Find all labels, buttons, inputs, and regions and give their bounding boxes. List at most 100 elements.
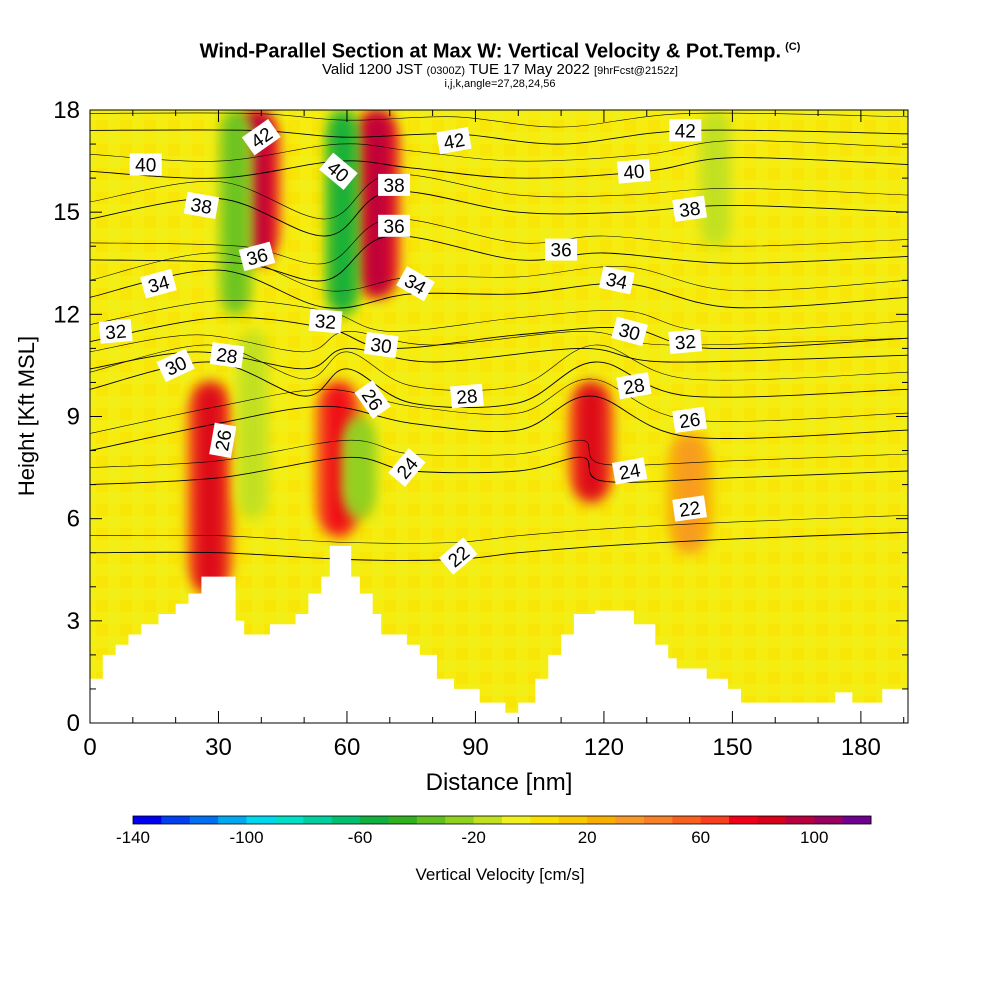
contour-label-box <box>183 191 220 220</box>
theta-contour-minor <box>90 112 908 128</box>
contour-label: 36 <box>545 238 578 262</box>
theta-contours <box>90 112 908 561</box>
theta-contour-32 <box>90 316 908 350</box>
contour-label-text: 42 <box>675 121 696 142</box>
contour-label: 34 <box>598 266 635 295</box>
contour-label-text: 42 <box>442 130 466 154</box>
y-tick-label: 9 <box>67 404 80 431</box>
downdraft-column <box>349 416 371 519</box>
y-tick-label: 18 <box>53 97 80 124</box>
contour-label: 38 <box>378 173 411 197</box>
contour-label: 30 <box>611 316 648 347</box>
contour-label-box <box>616 372 652 400</box>
contour-label-box <box>668 329 703 354</box>
chart-title: Wind-Parallel Section at Max W: Vertical… <box>0 36 1000 63</box>
y-tick-label: 3 <box>67 608 80 635</box>
contour-label: 40 <box>617 158 651 184</box>
colorbar-swatch <box>416 816 446 824</box>
colorbar-swatch <box>842 816 872 824</box>
colorbar-swatch <box>757 816 787 824</box>
updraft-column <box>362 110 392 298</box>
title-block: Wind-Parallel Section at Max W: Vertical… <box>0 36 1000 90</box>
theta-contour-minor <box>90 252 908 292</box>
contour-label: 32 <box>668 329 703 355</box>
contour-label: 36 <box>238 241 276 272</box>
contour-label-box <box>319 152 358 191</box>
contour-label-text: 34 <box>604 269 629 294</box>
contour-label-box <box>363 331 399 359</box>
contour-label: 26 <box>672 406 707 434</box>
colorbar-swatch <box>530 816 560 824</box>
contour-label-text: 24 <box>618 460 643 484</box>
contour-label-text: 28 <box>622 375 646 399</box>
updraft-column <box>675 433 704 553</box>
contour-label: 38 <box>672 195 707 222</box>
theta-contour-38 <box>90 190 908 237</box>
contour-label: 32 <box>308 308 343 334</box>
section-indices: i,j,k,angle=27,28,24,56 <box>444 77 556 90</box>
contour-label-box <box>308 308 343 334</box>
y-tick-label: 15 <box>53 199 80 226</box>
theta-contour-minor <box>90 140 908 162</box>
theta-contour-minor <box>90 173 908 220</box>
contour-label-text: 22 <box>678 498 702 522</box>
x-tick-label: 150 <box>712 734 752 761</box>
contour-label-box <box>611 457 648 485</box>
contour-label-box <box>436 126 472 155</box>
theta-contour-24 <box>90 456 908 486</box>
contour-label-text: 40 <box>135 156 156 177</box>
theta-contour-minor <box>90 439 908 468</box>
contour-label-box <box>378 173 411 196</box>
colorbar-swatch <box>161 816 191 824</box>
downdraft-column <box>225 110 247 315</box>
contour-label-text: 38 <box>384 176 405 197</box>
colorbar-swatch <box>218 816 248 824</box>
colorbar-swatch <box>189 816 219 824</box>
theta-contour-minor <box>90 300 908 332</box>
contour-label-box <box>396 266 435 302</box>
colorbar-swatch <box>133 816 162 824</box>
x-tick-label: 30 <box>205 734 232 761</box>
colorbar-swatch <box>303 816 333 824</box>
contour-label-text: 32 <box>314 311 337 334</box>
contour-label: 32 <box>98 319 133 344</box>
contour-label-box <box>209 422 237 458</box>
contour-label-box <box>98 319 133 344</box>
colorbar-swatch <box>672 816 702 824</box>
colorbar-swatch <box>246 816 276 824</box>
contour-label-box <box>156 348 195 383</box>
x-tick-label: 120 <box>584 734 624 761</box>
contour-label-box <box>598 266 635 295</box>
contour-label-text: 28 <box>456 386 479 409</box>
x-tick-label: 60 <box>334 734 361 761</box>
colorbar-swatch <box>274 816 304 824</box>
colorbar-tick-label: -20 <box>461 828 486 847</box>
contour-label: 42 <box>669 119 702 142</box>
x-axis-label: Distance [nm] <box>426 769 573 796</box>
contour-label: 22 <box>672 495 707 522</box>
colorbar-frame <box>132 815 872 825</box>
contour-label-box <box>672 195 707 222</box>
x-tick-label: 90 <box>462 734 489 761</box>
colorbar-tick-label: -140 <box>116 828 150 847</box>
y-axis-label: Height [Kft MSL] <box>14 336 39 496</box>
contour-label-box <box>129 153 162 176</box>
colorbar-swatch <box>643 816 673 824</box>
colorbar-swatch <box>785 816 815 824</box>
contour-label-text: 32 <box>674 332 697 355</box>
colorbar-swatch <box>615 816 645 824</box>
theta-contour-34 <box>90 269 908 309</box>
contour-label: 40 <box>129 153 162 177</box>
colorbar-tick-label: 60 <box>691 828 710 847</box>
terrain <box>90 545 908 723</box>
colorbar-tick-label: -60 <box>348 828 373 847</box>
colorbar-swatch <box>445 816 475 824</box>
contour-label-text: 26 <box>212 428 236 452</box>
contour-label-box <box>378 214 411 237</box>
colorbar: -140 -100 -60 -20 20 60 100 <box>116 815 872 847</box>
contour-label-box <box>672 406 707 434</box>
y-tick-label: 6 <box>67 506 80 533</box>
colorbar-swatch <box>587 816 617 824</box>
